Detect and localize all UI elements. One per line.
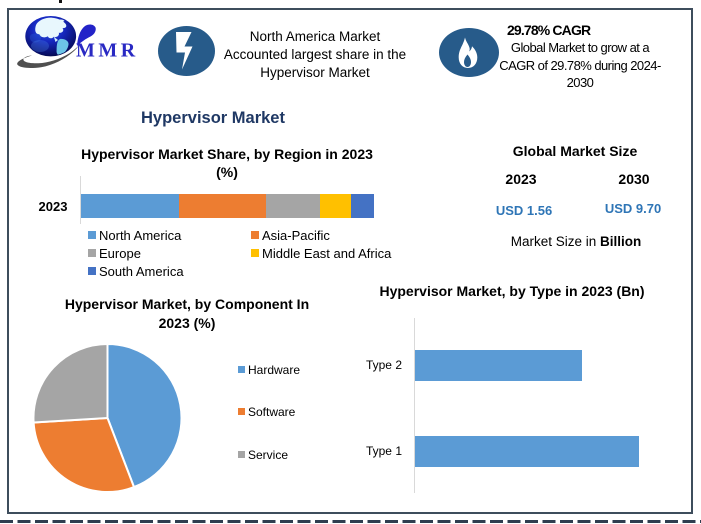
svg-text:MMR: MMR <box>76 40 139 62</box>
